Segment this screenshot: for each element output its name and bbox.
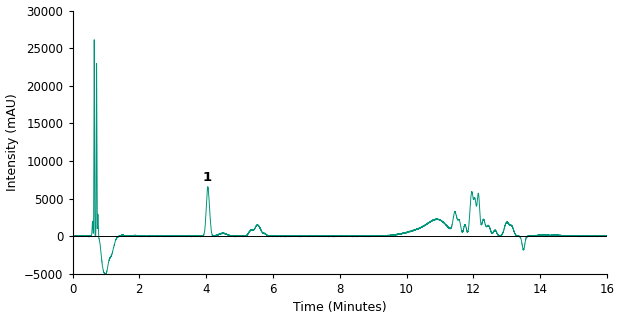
- Text: 1: 1: [202, 171, 211, 184]
- X-axis label: Time (Minutes): Time (Minutes): [293, 301, 386, 315]
- Y-axis label: Intensity (mAU): Intensity (mAU): [6, 93, 19, 191]
